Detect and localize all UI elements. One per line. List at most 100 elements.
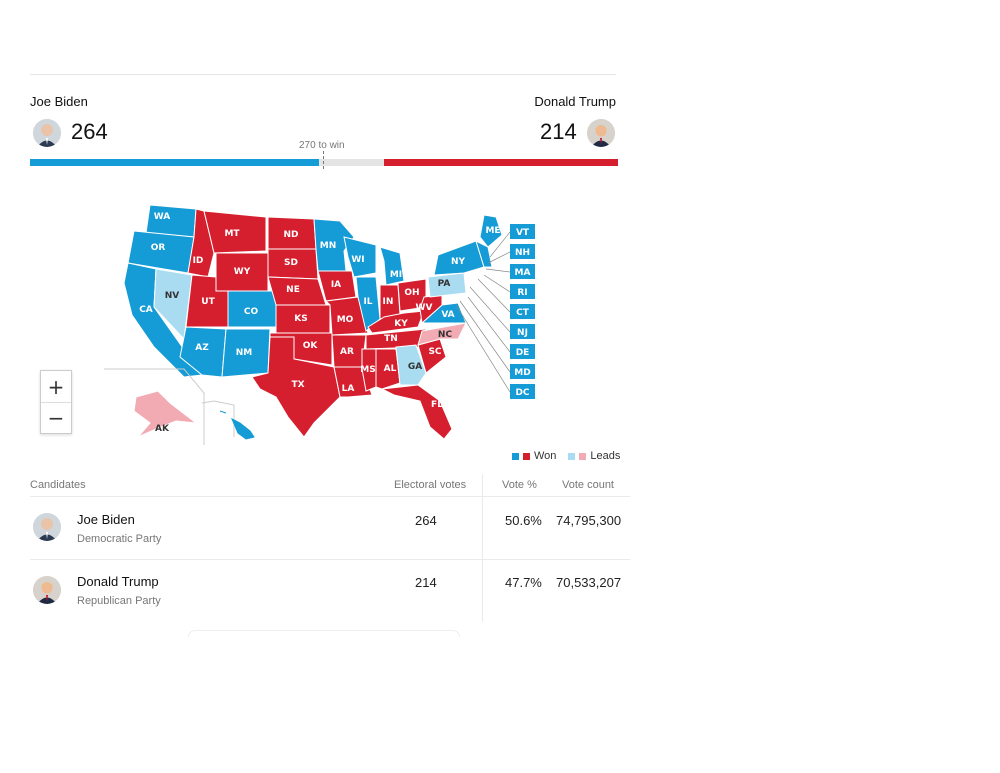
state-label-me: ME: [485, 226, 500, 236]
callout-box-nh[interactable]: [510, 244, 535, 259]
callout-box-ct[interactable]: [510, 304, 535, 319]
top-divider: [30, 74, 616, 75]
callout-label-nj: NJ: [517, 328, 528, 338]
state-mo[interactable]: [324, 296, 369, 336]
state-mi[interactable]: [379, 246, 405, 286]
state-label-sd: SD: [284, 258, 298, 268]
header-electoral-votes: Electoral votes: [394, 479, 467, 491]
table-divider: [30, 559, 630, 560]
map-legend: Won Leads: [512, 450, 620, 462]
legend-rep-leads-swatch: [579, 452, 587, 460]
state-al[interactable]: [375, 348, 401, 390]
state-label-id: ID: [193, 256, 204, 266]
biden-electoral-total: 264: [71, 119, 108, 144]
state-label-ok: OK: [303, 341, 319, 351]
trump-name: Donald Trump: [534, 94, 616, 109]
state-pa[interactable]: [427, 272, 467, 298]
row-candidate-name: Donald Trump: [77, 574, 159, 589]
zoom-out-button[interactable]: −: [41, 402, 71, 433]
state-label-wy: WY: [234, 267, 251, 277]
biden-avatar: [33, 119, 61, 147]
zoom-in-button[interactable]: +: [41, 371, 71, 402]
callout-box-dc[interactable]: [510, 384, 535, 399]
state-label-nm: NM: [236, 348, 253, 358]
state-label-ar: AR: [340, 347, 354, 357]
state-az[interactable]: [179, 326, 227, 378]
state-label-oh: OH: [404, 288, 419, 298]
callout-label-md: MD: [514, 368, 530, 378]
state-label-mo: MO: [337, 315, 354, 325]
header-vote-count: Vote count: [562, 479, 614, 491]
callout-box-ri[interactable]: [510, 284, 535, 299]
state-tx[interactable]: [251, 336, 341, 438]
state-ny[interactable]: [433, 240, 485, 276]
callout-box-ma[interactable]: [510, 264, 535, 279]
header-candidates: Candidates: [30, 479, 86, 491]
state-label-pa: PA: [438, 279, 451, 289]
state-label-ca: CA: [139, 305, 153, 315]
callout-label-ma: MA: [515, 268, 531, 278]
state-ms[interactable]: [361, 348, 377, 392]
state-label-wi: WI: [351, 255, 364, 265]
state-label-la: LA: [342, 384, 355, 394]
callout-box-nj[interactable]: [510, 324, 535, 339]
state-ak[interactable]: [133, 390, 198, 438]
state-label-ks: KS: [294, 314, 307, 324]
avatar: [33, 576, 61, 604]
callout-lines: [455, 231, 511, 393]
state-label-il: IL: [363, 297, 372, 307]
row-party: Republican Party: [77, 595, 161, 607]
row-vote-count: 70,533,207: [556, 575, 622, 590]
state-label-ky: KY: [394, 319, 408, 329]
row-electoral-votes: 214: [415, 575, 437, 590]
legend-won-label: Won: [534, 450, 557, 462]
trump-bar-fill: [384, 159, 618, 166]
state-label-tx: TX: [291, 380, 304, 390]
state-label-al: AL: [384, 364, 397, 374]
callout-box-vt[interactable]: [510, 224, 535, 239]
state-mt[interactable]: [203, 210, 267, 254]
state-nc[interactable]: [417, 322, 467, 346]
inset-border: [104, 368, 205, 445]
table-column-divider: [482, 474, 483, 622]
state-label-mt: MT: [224, 229, 240, 239]
threshold-marker: [323, 151, 324, 169]
state-label-va: VA: [441, 310, 454, 320]
legend-dem-leads-swatch: [568, 452, 576, 460]
legend-rep-won-swatch: [523, 452, 530, 460]
state-label-ut: UT: [201, 297, 215, 307]
state-label-nc: NC: [438, 330, 453, 340]
legend-leads-label: Leads: [590, 450, 621, 462]
state-mn[interactable]: [313, 218, 355, 272]
state-fl[interactable]: [380, 384, 453, 440]
state-ga[interactable]: [395, 344, 427, 386]
show-more-tab[interactable]: [188, 630, 460, 637]
state-label-co: CO: [244, 307, 259, 317]
state-label-az: AZ: [195, 343, 209, 353]
state-label-in: IN: [383, 297, 394, 307]
trump-electoral-total: 214: [540, 119, 577, 144]
state-label-mn: MN: [320, 241, 337, 251]
biden-bar-fill: [30, 159, 319, 166]
state-label-tn: TN: [384, 334, 398, 344]
state-label-ny: NY: [451, 257, 466, 267]
state-label-or: OR: [151, 243, 166, 253]
biden-name: Joe Biden: [30, 94, 88, 109]
state-label-wa: WA: [154, 212, 171, 222]
state-me[interactable]: [479, 214, 503, 248]
callout-box-md[interactable]: [510, 364, 535, 379]
state-ne-small[interactable]: [475, 240, 493, 268]
state-label-ia: IA: [331, 280, 341, 290]
electoral-progress-bar: [30, 151, 618, 169]
row-party: Democratic Party: [77, 533, 162, 545]
election-map[interactable]: VT NH MA RI CT NJ DE MD DC WA OR CA NV ID MT WY UT AZ CO N…: [104, 197, 544, 445]
threshold-label: 270 to win: [299, 140, 345, 151]
callout-label-dc: DC: [515, 388, 529, 398]
state-label-mi: MI: [390, 270, 402, 280]
state-label-ga: GA: [408, 362, 422, 372]
state-hi[interactable]: [219, 410, 255, 440]
callout-box-de[interactable]: [510, 344, 535, 359]
row-candidate-name: Joe Biden: [77, 512, 135, 527]
state-wi[interactable]: [343, 236, 377, 278]
state-label-ms: MS: [360, 365, 375, 375]
